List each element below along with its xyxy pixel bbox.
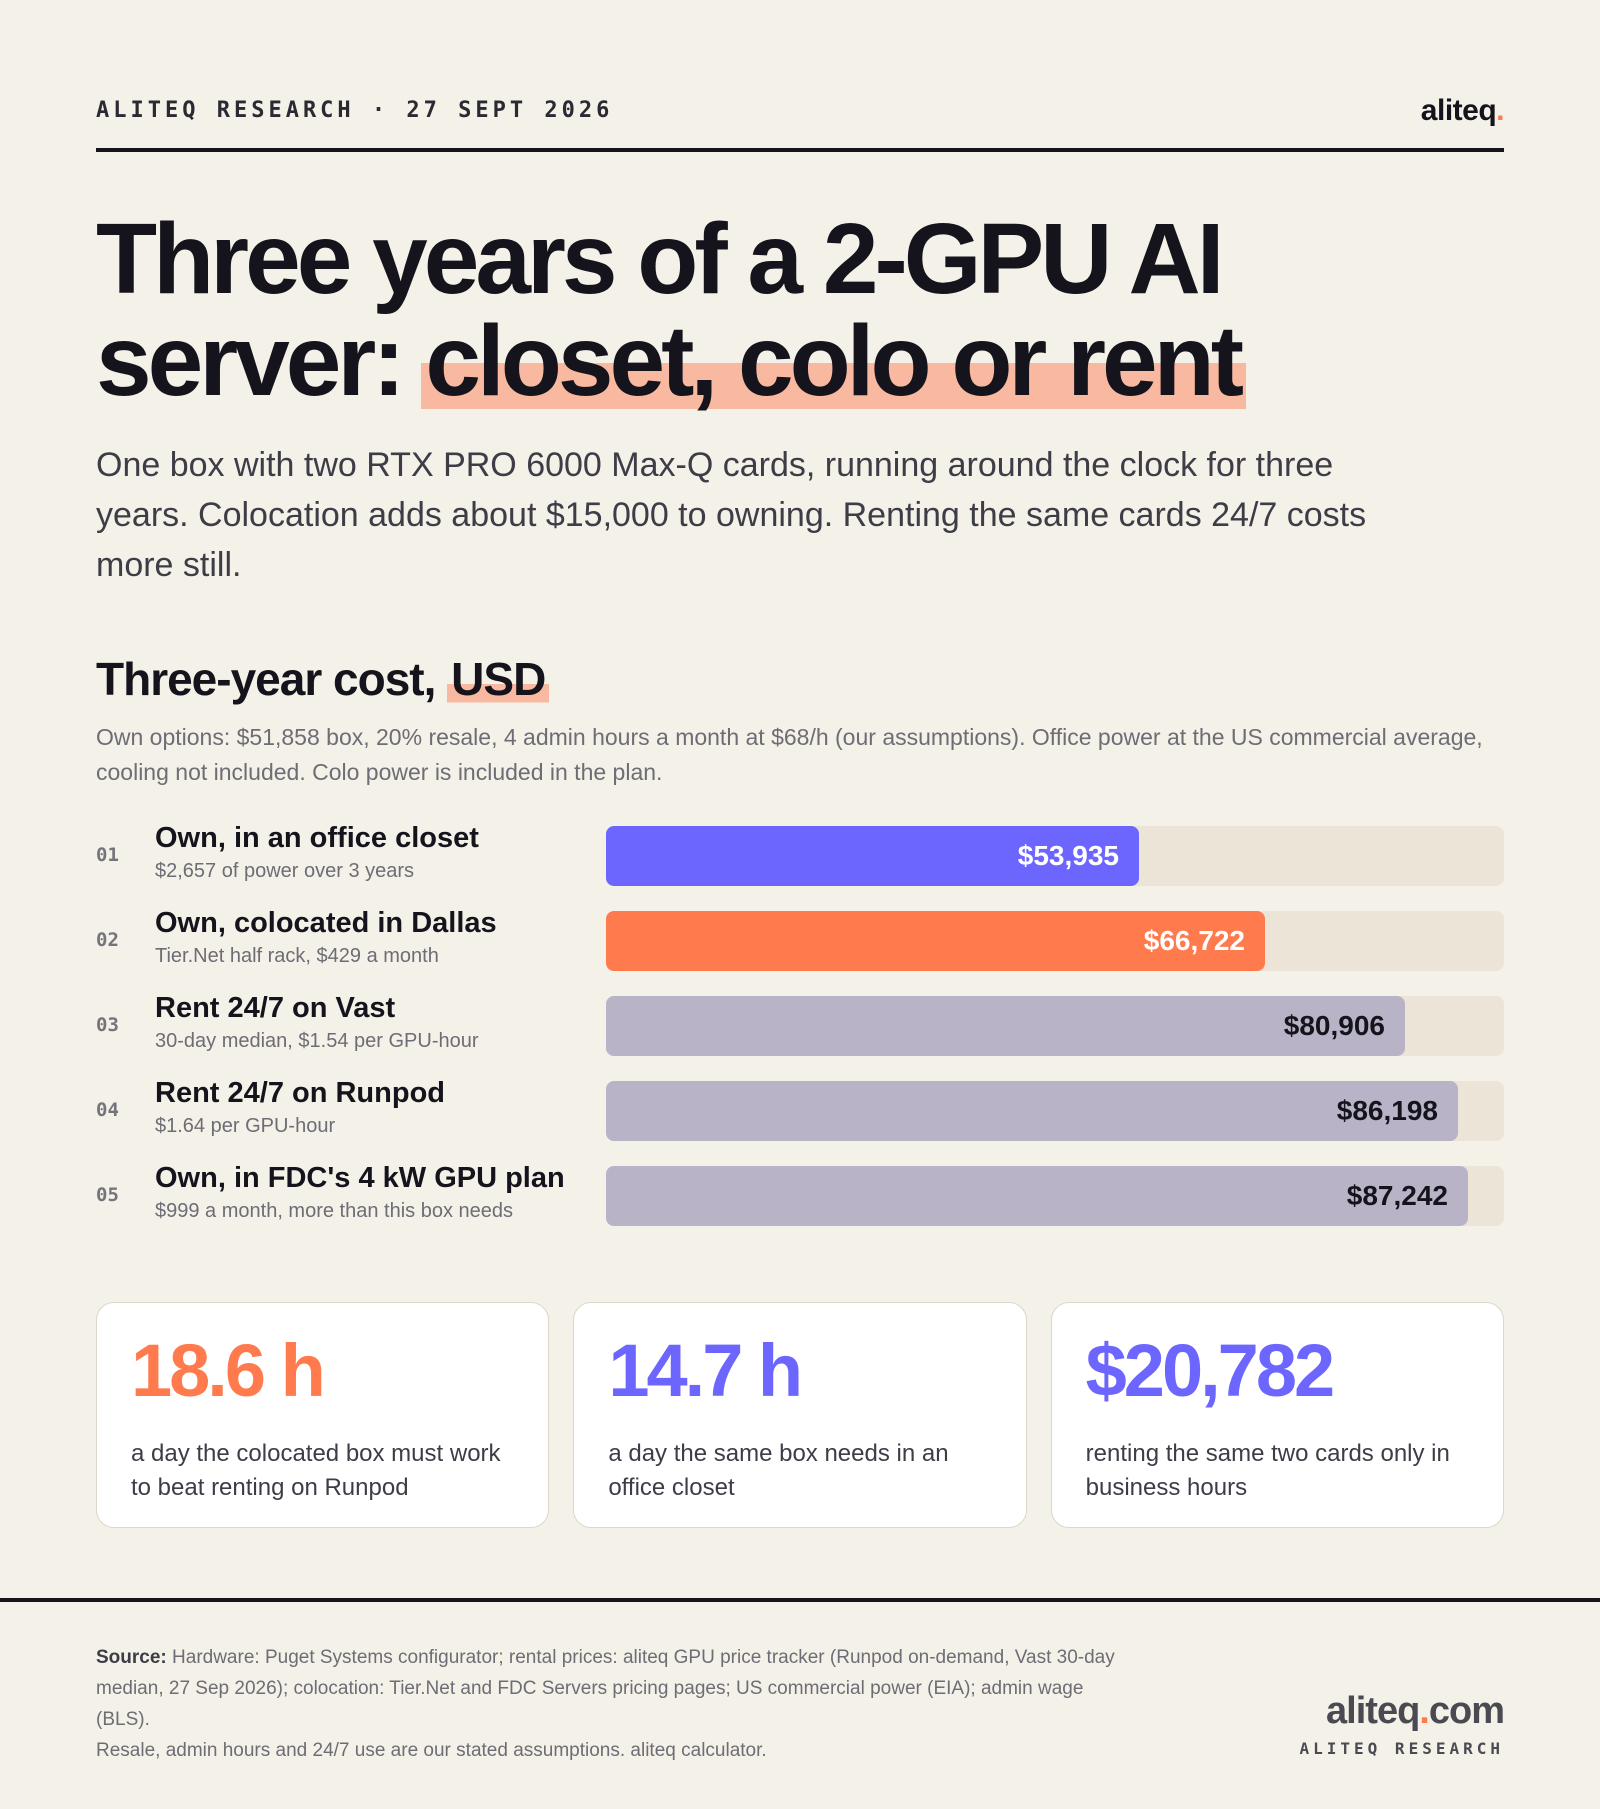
source-line: Source: Hardware: Puget Systems configur… — [96, 1642, 1136, 1735]
bar: $86,198 — [606, 1081, 1458, 1141]
bar-track: $66,722 — [606, 911, 1504, 971]
kicker: ALITEQ RESEARCH · 27 SEPT 2026 — [96, 98, 614, 123]
bar-track: $80,906 — [606, 996, 1504, 1056]
bar-row: 02 Own, colocated in Dallas Tier.Net half … — [96, 907, 1504, 971]
bar-track: $86,198 — [606, 1081, 1504, 1141]
source-label: Source: — [96, 1647, 167, 1668]
section-title-plain: Three-year cost, — [96, 653, 448, 705]
stat-card: $20,782 renting the same two cards only … — [1050, 1302, 1504, 1528]
site-tld: com — [1428, 1690, 1505, 1732]
lede: One box with two RTX PRO 6000 Max-Q card… — [96, 446, 1367, 584]
bar-row: 03 Rent 24/7 on Vast 30-day median, $1.54 … — [96, 992, 1504, 1056]
bar-sublabel: Tier.Net half rack, $429 a month — [155, 945, 439, 967]
bar-rank: 01 — [96, 844, 119, 866]
source-text: Hardware: Puget Systems configurator; re… — [96, 1647, 1115, 1730]
headline-line-1: Three years of a 2-GPU AI — [96, 203, 1225, 315]
bar-label: Own, colocated in Dallas — [155, 907, 497, 939]
bar-value-label: $80,906 — [1283, 1010, 1385, 1041]
bar-row: 01 Own, in an office closet $2,657 of powe… — [96, 822, 1504, 886]
site-name: aliteq — [1326, 1690, 1420, 1732]
bar-track: $53,935 — [606, 826, 1504, 886]
top-bar: ALITEQ RESEARCH · 27 SEPT 2026 aliteq. — [96, 94, 1505, 152]
brand-dot: . — [1496, 94, 1504, 127]
bar-sublabel: $2,657 of power over 3 years — [155, 860, 415, 882]
bar-value-label: $87,242 — [1346, 1180, 1448, 1211]
stat-card: 14.7 h a day the same box needs in an of… — [573, 1302, 1027, 1528]
bar-chart: 01 Own, in an office closet $2,657 of powe… — [96, 822, 1504, 1228]
stat-value: $20,782 — [1085, 1329, 1336, 1412]
stat-value: 14.7 h — [608, 1329, 803, 1412]
bar-rank: 05 — [96, 1184, 119, 1206]
stat-value: 18.6 h — [131, 1329, 326, 1412]
bar-row: 05 Own, in FDC's 4 kW GPU plan $999 a mont… — [96, 1162, 1504, 1226]
bar: $80,906 — [606, 996, 1405, 1056]
bar-label: Own, in an office closet — [155, 822, 479, 854]
bar-value-label: $86,198 — [1336, 1095, 1438, 1126]
bar-sublabel: 30-day median, $1.54 per GPU-hour — [155, 1030, 479, 1052]
bar-value-label: $53,935 — [1017, 840, 1119, 871]
bar: $87,242 — [606, 1166, 1468, 1226]
bar-rank: 04 — [96, 1099, 119, 1121]
stat-caption: a day the colocated box must work to bea… — [131, 1440, 501, 1501]
headline: Three years of a 2-GPU AI server: closet… — [96, 203, 1504, 417]
footer-brand: aliteq.com ALITEQ RESEARCH — [1299, 1690, 1506, 1758]
bar-rank: 03 — [96, 1014, 119, 1036]
assumptions-line: Resale, admin hours and 24/7 use are our… — [96, 1740, 767, 1761]
bar-label: Rent 24/7 on Runpod — [155, 1077, 445, 1109]
brand-logo: aliteq. — [1420, 94, 1505, 128]
section-note: Own options: $51,858 box, 20% resale, 4 … — [96, 724, 1483, 785]
bar-label: Own, in FDC's 4 kW GPU plan — [155, 1162, 565, 1194]
headline-line-2: server: closet, colo or rent — [96, 305, 1504, 417]
footer-tagline: ALITEQ RESEARCH — [1299, 1739, 1504, 1758]
bar-value-label: $66,722 — [1143, 925, 1245, 956]
bar-rank: 02 — [96, 929, 119, 951]
bar-row: 04 Rent 24/7 on Runpod $1.64 per GPU-hour $… — [96, 1077, 1504, 1141]
brand-name: aliteq — [1420, 94, 1497, 127]
stat-caption: a day the same box needs in an office cl… — [608, 1440, 949, 1501]
site-url: aliteq.com — [1300, 1690, 1505, 1733]
bar: $66,722 — [606, 911, 1265, 971]
bar-sublabel: $999 a month, more than this box needs — [155, 1200, 514, 1222]
stat-caption: renting the same two cards only in busin… — [1085, 1440, 1450, 1501]
site-dot: . — [1419, 1690, 1430, 1732]
bar-label: Rent 24/7 on Vast — [155, 992, 396, 1024]
section-title-highlight: USD — [447, 653, 550, 705]
section-title: Three-year cost, USD — [96, 652, 1504, 706]
bar-track: $87,242 — [606, 1166, 1504, 1226]
stat-card: 18.6 h a day the colocated box must work… — [96, 1302, 550, 1528]
headline-plain: server: — [96, 305, 426, 417]
bar: $53,935 — [606, 826, 1139, 886]
bar-sublabel: $1.64 per GPU-hour — [155, 1115, 336, 1137]
footer-rule — [0, 1598, 1600, 1602]
headline-highlight: closet, colo or rent — [421, 305, 1247, 417]
source-note: Source: Hardware: Puget Systems configur… — [96, 1642, 1136, 1766]
stat-cards: 18.6 h a day the colocated box must work… — [96, 1302, 1504, 1528]
